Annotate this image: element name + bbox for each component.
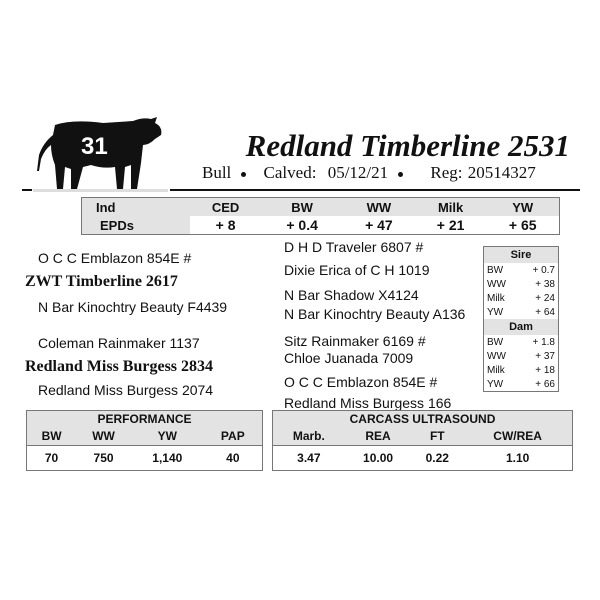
epd-header: BW xyxy=(261,197,344,216)
epd-value: + 64 xyxy=(535,306,555,318)
epd-value: + 1.8 xyxy=(532,336,555,348)
cell-value: 70 xyxy=(26,445,77,471)
column-header: CW/REA xyxy=(463,427,573,446)
calved-label: Calved: xyxy=(263,163,317,182)
pedigree-sire-sire: O C C Emblazon 854E # xyxy=(38,250,192,266)
lot-number: 31 xyxy=(81,133,108,160)
column-header: BW xyxy=(26,427,77,446)
epd-value: + 38 xyxy=(535,278,555,290)
epd-value: + 37 xyxy=(535,350,555,362)
pedigree-dam-sire: Coleman Rainmaker 1137 xyxy=(38,335,200,351)
column-header: PAP xyxy=(203,427,263,446)
column-header: WW xyxy=(76,427,131,446)
column-header: Marb. xyxy=(272,427,345,446)
cell-value: 1.10 xyxy=(463,445,573,471)
pedigree-ggp: O C C Emblazon 854E # xyxy=(284,374,438,390)
divider xyxy=(22,189,32,191)
epd-label: WW xyxy=(487,278,506,290)
column-header: FT xyxy=(411,427,464,446)
epd-value: + 65 xyxy=(508,217,537,233)
epd-row-label: EPDs xyxy=(81,216,190,235)
cell-value: 10.00 xyxy=(344,445,412,471)
epd-value: + 18 xyxy=(535,364,555,376)
epd-value: + 21 xyxy=(436,217,465,233)
epd-label: BW xyxy=(487,264,504,276)
cell-value: 3.47 xyxy=(272,445,345,471)
pedigree-dam-dam: Redland Miss Burgess 2074 xyxy=(38,382,214,398)
pedigree-ggp: Sitz Rainmaker 6169 # xyxy=(284,333,426,349)
performance-title: PERFORMANCE xyxy=(26,410,263,427)
performance-table: PERFORMANCE BW WW YW PAP 70 750 1,140 40 xyxy=(26,410,263,471)
animal-name: Redland Timberline 2531 xyxy=(245,128,570,163)
cell-value: 1,140 xyxy=(130,445,204,471)
cell-value: 40 xyxy=(203,445,263,471)
pedigree-ggp: Dixie Erica of C H 1019 xyxy=(284,262,430,278)
sex: Bull xyxy=(202,163,232,182)
epd-value: + 24 xyxy=(535,292,555,304)
epd-label: Milk xyxy=(487,292,505,304)
epd-value: + 47 xyxy=(365,217,393,233)
sire-epd-heading: Sire xyxy=(483,246,559,263)
pedigree-ggp: Chloe Juanada 7009 xyxy=(284,350,414,366)
carcass-title: CARCASS ULTRASOUND xyxy=(272,410,573,427)
pedigree-ggp: N Bar Kinochtry Beauty A136 xyxy=(284,306,466,322)
pedigree-ggp: N Bar Shadow X4124 xyxy=(284,287,419,303)
column-header: REA xyxy=(344,427,412,446)
bullet-icon xyxy=(398,171,404,177)
epd-header: YW xyxy=(486,197,560,216)
epd-value: + 0.7 xyxy=(532,264,555,276)
epd-value: + 66 xyxy=(535,378,555,390)
epd-label: BW xyxy=(487,336,504,348)
epd-label: WW xyxy=(487,350,506,362)
epd-label: YW xyxy=(487,378,504,390)
carcass-table: CARCASS ULTRASOUND Marb. REA FT CW/REA 3… xyxy=(272,410,573,471)
pedigree-sire-dam: N Bar Kinochtry Beauty F4439 xyxy=(38,299,228,315)
dam-epd-heading: Dam xyxy=(483,319,559,335)
reg-number: 20514327 xyxy=(467,163,536,182)
column-header: YW xyxy=(130,427,204,446)
epd-header: WW xyxy=(343,197,415,216)
cell-value: 750 xyxy=(76,445,131,471)
pedigree-ggp: D H D Traveler 6807 # xyxy=(284,239,424,255)
animal-info: Bull Calved: 05/12/21 Reg: 20514327 xyxy=(202,163,542,183)
pedigree-ggp: Redland Miss Burgess 166 xyxy=(284,395,452,411)
epd-label: Milk xyxy=(487,364,505,376)
pedigree-sire: ZWT Timberline 2617 xyxy=(25,273,178,290)
bullet-icon xyxy=(241,171,247,177)
pedigree-dam: Redland Miss Burgess 2834 xyxy=(25,358,214,375)
epd-value: + 0.4 xyxy=(286,217,318,233)
epd-value: + 8 xyxy=(215,217,236,233)
epd-label: YW xyxy=(487,306,504,318)
parent-epd-table: Sire BW + 0.7 WW + 38 Milk + 24 YW + 64 Dam … xyxy=(483,246,559,392)
bull-silhouette: 31 xyxy=(33,115,168,193)
epd-header: Milk xyxy=(414,197,487,216)
epd-header: CED xyxy=(190,197,262,216)
divider xyxy=(170,189,580,191)
epd-row-label: Ind xyxy=(81,197,190,216)
cell-value: 0.22 xyxy=(411,445,464,471)
reg-label: Reg: xyxy=(430,163,463,182)
calved-date: 05/12/21 xyxy=(327,163,389,182)
epd-table: Ind CED BW WW Milk YW EPDs + 8 + 0.4 + 4… xyxy=(81,197,560,235)
